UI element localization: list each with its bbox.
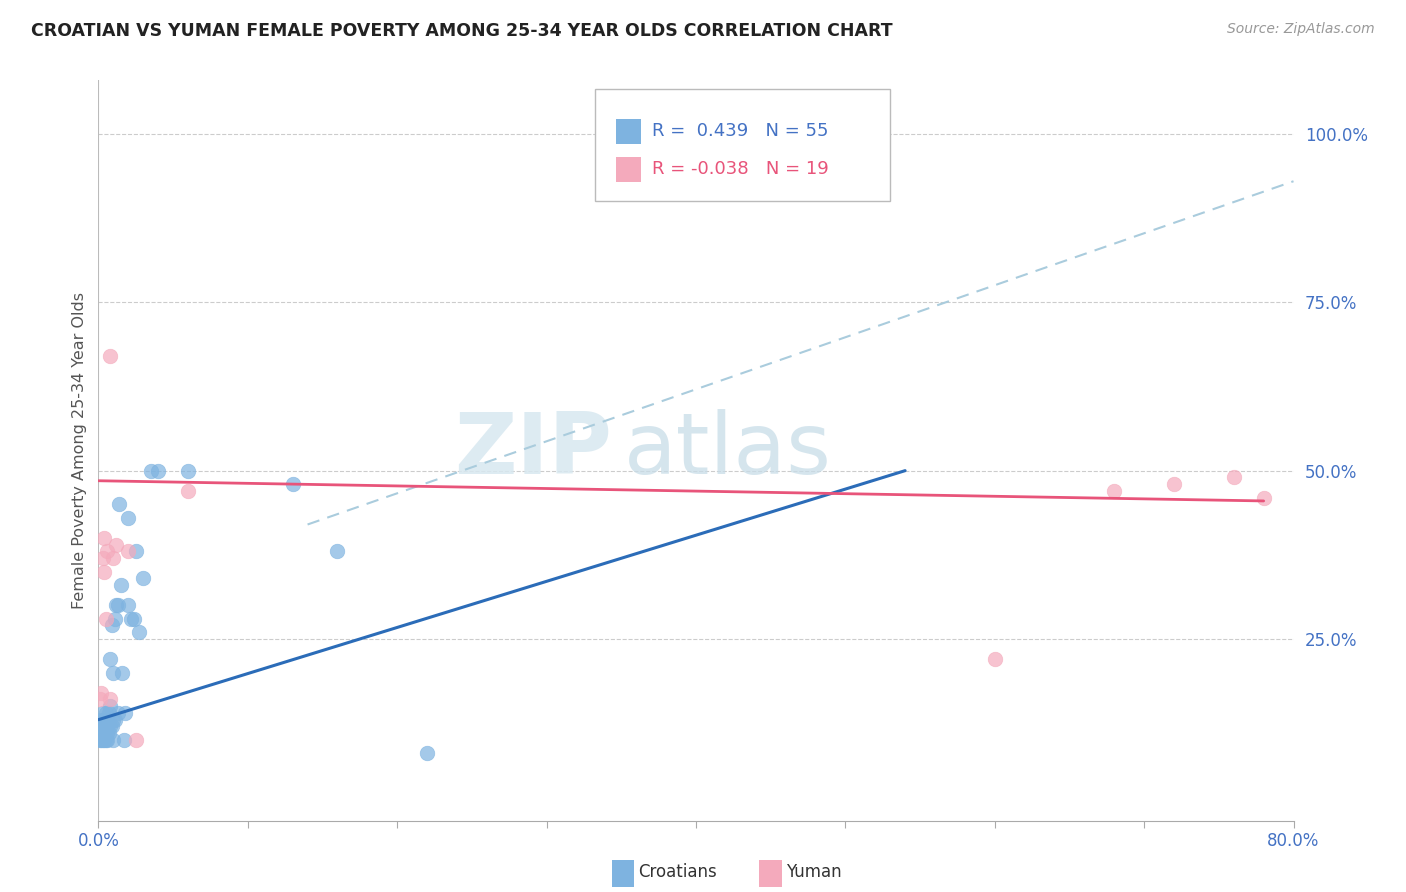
Point <box>98 349 122 363</box>
Text: atlas: atlas <box>624 409 832 492</box>
Text: Source: ZipAtlas.com: Source: ZipAtlas.com <box>1227 22 1375 37</box>
Point <box>90 719 112 733</box>
Point <box>177 464 200 478</box>
Point <box>101 618 124 632</box>
Point <box>107 599 129 613</box>
Point <box>96 719 118 733</box>
Point <box>104 612 127 626</box>
Point <box>117 510 139 524</box>
Point <box>90 732 112 747</box>
Point <box>91 719 114 733</box>
Text: CROATIAN VS YUMAN FEMALE POVERTY AMONG 25-34 YEAR OLDS CORRELATION CHART: CROATIAN VS YUMAN FEMALE POVERTY AMONG 2… <box>31 22 893 40</box>
Point <box>416 747 439 761</box>
Point <box>110 578 132 592</box>
Point <box>91 551 114 566</box>
Point <box>90 686 112 700</box>
Y-axis label: Female Poverty Among 25-34 Year Olds: Female Poverty Among 25-34 Year Olds <box>72 292 87 609</box>
Point <box>117 599 139 613</box>
Point <box>90 726 112 740</box>
Point <box>108 497 131 511</box>
Point <box>97 706 120 720</box>
Point <box>96 726 118 740</box>
Point <box>97 726 120 740</box>
Point <box>148 464 170 478</box>
Point <box>1163 477 1185 491</box>
Point <box>93 565 115 579</box>
Point <box>98 719 122 733</box>
Point <box>103 665 125 680</box>
Point <box>93 719 115 733</box>
Point <box>984 652 1007 666</box>
Point <box>94 612 117 626</box>
Text: Croatians: Croatians <box>638 863 717 881</box>
Point <box>128 625 150 640</box>
Point <box>1223 470 1246 484</box>
Point <box>114 706 136 720</box>
Point <box>103 551 125 566</box>
Point <box>93 732 115 747</box>
Point <box>96 732 118 747</box>
Text: R = -0.038   N = 19: R = -0.038 N = 19 <box>652 161 830 178</box>
Point <box>96 544 118 558</box>
Point <box>111 665 134 680</box>
Text: R =  0.439   N = 55: R = 0.439 N = 55 <box>652 122 830 140</box>
Point <box>96 713 118 727</box>
Point <box>98 652 122 666</box>
Point <box>1253 491 1275 505</box>
Point <box>90 713 112 727</box>
Point <box>89 719 111 733</box>
Point <box>98 692 122 706</box>
Point <box>94 732 117 747</box>
Point <box>91 732 114 747</box>
Point <box>98 699 122 714</box>
Point <box>281 477 304 491</box>
Point <box>89 692 111 706</box>
Point <box>112 732 135 747</box>
Point <box>1104 483 1126 498</box>
Point <box>89 732 111 747</box>
Point <box>94 719 117 733</box>
Text: ZIP: ZIP <box>454 409 613 492</box>
Point <box>117 544 139 558</box>
Point <box>104 713 127 727</box>
Point <box>326 544 349 558</box>
Point <box>93 531 115 545</box>
Point <box>139 464 162 478</box>
Point <box>107 706 129 720</box>
Text: Yuman: Yuman <box>786 863 842 881</box>
Point <box>132 571 155 585</box>
Point <box>93 726 115 740</box>
Point <box>91 726 114 740</box>
Point <box>89 726 111 740</box>
Point <box>124 612 146 626</box>
Point <box>125 732 148 747</box>
Point <box>103 713 125 727</box>
Point <box>94 706 117 720</box>
Point <box>105 538 128 552</box>
Point <box>105 599 128 613</box>
Point <box>91 706 114 720</box>
Point <box>103 732 125 747</box>
Point <box>177 483 200 498</box>
Point <box>101 719 124 733</box>
Point <box>125 544 148 558</box>
Point <box>93 713 115 727</box>
Point <box>120 612 142 626</box>
